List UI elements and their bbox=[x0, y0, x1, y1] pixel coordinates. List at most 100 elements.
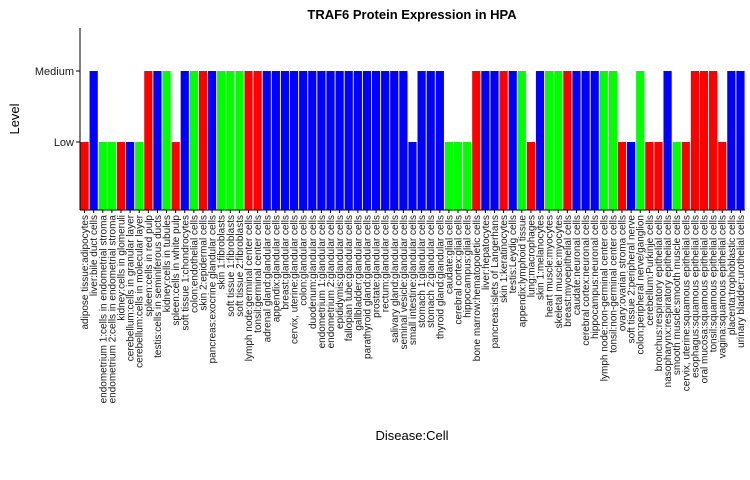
x-tick-label: vagina:squamous epithelial cells bbox=[718, 215, 729, 358]
bar bbox=[98, 142, 107, 210]
x-tick-label: thyroid gland:glandular cells bbox=[435, 215, 446, 339]
x-tick-label: lung:macrophages bbox=[526, 215, 537, 297]
bar bbox=[135, 142, 144, 210]
bar bbox=[627, 142, 636, 210]
bar bbox=[599, 71, 608, 210]
bar bbox=[353, 71, 362, 210]
x-tick-label: seminal vesicle:glandular cells bbox=[399, 215, 410, 350]
bar bbox=[399, 71, 408, 210]
bar bbox=[444, 142, 454, 210]
x-tick-label: prostate:glandular cells bbox=[372, 215, 383, 318]
bar bbox=[654, 142, 663, 210]
x-tick-label: kidney:cells in tubules bbox=[162, 215, 173, 312]
bar bbox=[335, 71, 344, 210]
bar bbox=[508, 71, 517, 210]
bar bbox=[207, 71, 217, 210]
x-tick-label: liver:bile duct cells bbox=[89, 215, 100, 296]
bar bbox=[371, 71, 381, 210]
bar bbox=[736, 71, 745, 210]
bar bbox=[709, 71, 718, 210]
x-tick-label: bone marrow:hematopoietic cells bbox=[472, 215, 483, 361]
x-tick-label: cerebellum:cells in molecular layer bbox=[135, 214, 146, 368]
x-tick-label: skin 1:fibroblasts bbox=[217, 215, 228, 289]
x-tick-label: cervix, uterine:squamous epithelial cell… bbox=[681, 215, 692, 391]
x-tick-label: epididymis:glandular cells bbox=[335, 215, 346, 329]
bar bbox=[317, 71, 326, 210]
x-tick-label: oral mucosa:squamous epithelial cells bbox=[700, 215, 711, 383]
bar bbox=[636, 71, 645, 210]
x-axis-title: Disease:Cell bbox=[376, 428, 449, 443]
x-tick-label: soft tissue 2:fibroblasts bbox=[235, 215, 246, 317]
x-tick-label: fallopian tube:glandular cells bbox=[344, 215, 355, 341]
x-tick-label: rectum:glandular cells bbox=[381, 215, 392, 312]
bar bbox=[226, 71, 235, 210]
bar bbox=[362, 71, 372, 210]
bar bbox=[126, 142, 135, 210]
bar bbox=[453, 142, 463, 210]
bar bbox=[563, 71, 572, 210]
x-tick-label: caudate:glial cells bbox=[444, 215, 455, 294]
bar bbox=[162, 71, 171, 210]
bar bbox=[417, 71, 426, 210]
x-tick-label: colon:endothelial cells bbox=[189, 215, 200, 313]
bar bbox=[180, 71, 189, 210]
bar bbox=[463, 142, 472, 210]
bar bbox=[526, 142, 536, 210]
bar bbox=[590, 71, 599, 210]
bar bbox=[344, 71, 353, 210]
x-tick-label: hippocampus:glial cells bbox=[463, 215, 474, 318]
bar bbox=[271, 71, 280, 210]
x-tick-label: endometrium 2:glandular cells bbox=[326, 215, 337, 348]
bar bbox=[727, 71, 736, 210]
x-tick-label: stomach 1:glandular cells bbox=[417, 215, 428, 328]
bar bbox=[472, 71, 481, 210]
y-axis-title: Level bbox=[7, 103, 22, 134]
bar bbox=[80, 142, 89, 210]
x-tick-label: skin 1:keratinocytes bbox=[499, 215, 510, 303]
x-tick-label: pancreas:exocrine glandular cells bbox=[208, 215, 219, 363]
x-tick-label: endometrium 2:cells in endometrial strom… bbox=[107, 215, 118, 404]
x-tick-label: spleen:cells in red pulp bbox=[144, 215, 155, 317]
x-tick-label: cervix, uterine:glandular cells bbox=[290, 215, 301, 344]
x-tick-label: testis:Leydig cells bbox=[508, 215, 519, 293]
bar bbox=[499, 71, 508, 210]
bar bbox=[381, 71, 390, 210]
bar bbox=[171, 142, 180, 210]
x-tick-label: cerebral cortex:neuronal cells bbox=[581, 215, 592, 346]
x-tick-label: colon:peripheral nerve/ganglion bbox=[636, 215, 647, 355]
x-tick-label: kidney:cells in glomeruli bbox=[116, 215, 127, 321]
bar bbox=[408, 142, 417, 210]
x-tick-label: cerebellum:cells in granular layer bbox=[126, 214, 137, 361]
x-tick-label: urinary bladder:urothelial cells bbox=[736, 215, 747, 348]
y-tick-label: Medium bbox=[35, 66, 74, 78]
bar bbox=[262, 71, 271, 210]
x-tick-label: lymph node:germinal center cells bbox=[244, 215, 255, 361]
bar bbox=[645, 142, 654, 210]
y-ticks: Low Medium bbox=[35, 66, 80, 149]
x-tick-label: soft tissue 1:chondrocytes bbox=[180, 215, 191, 331]
bar bbox=[153, 71, 162, 210]
bar bbox=[545, 71, 554, 210]
bar bbox=[535, 71, 545, 210]
x-tick-label: heart muscle:myocytes bbox=[545, 215, 556, 317]
x-tick-label: skin 1:melanocytes bbox=[536, 215, 547, 300]
x-tick-label: spleen:cells in white pulp bbox=[171, 215, 182, 326]
x-tick-label: gallbladder:glandular cells bbox=[353, 215, 364, 331]
x-tick-label: tonsil:non-germinal center cells bbox=[608, 215, 619, 353]
x-tick-label: appendix:glandular cells bbox=[271, 215, 282, 322]
x-tick-label: duodenum:glandular cells bbox=[308, 215, 319, 329]
bar bbox=[426, 71, 435, 210]
bar bbox=[681, 142, 690, 210]
x-tick-label: caudate:neuronal cells bbox=[572, 215, 583, 315]
x-tick-label: skeletal muscle:myocytes bbox=[554, 215, 565, 328]
x-tick-label: smooth muscle:smooth muscle cells bbox=[672, 215, 683, 375]
x-tick-label: breast:glandular cells bbox=[280, 215, 291, 310]
x-tick-label: adipose tissue:adipocytes bbox=[80, 215, 91, 330]
x-tick-label: endometrium 1:cells in endometrial strom… bbox=[98, 215, 109, 404]
bar bbox=[235, 71, 244, 210]
x-tick-label: testis:cells in seminiferous ducts bbox=[153, 215, 164, 358]
bars-group bbox=[80, 71, 745, 210]
bar bbox=[144, 71, 153, 210]
